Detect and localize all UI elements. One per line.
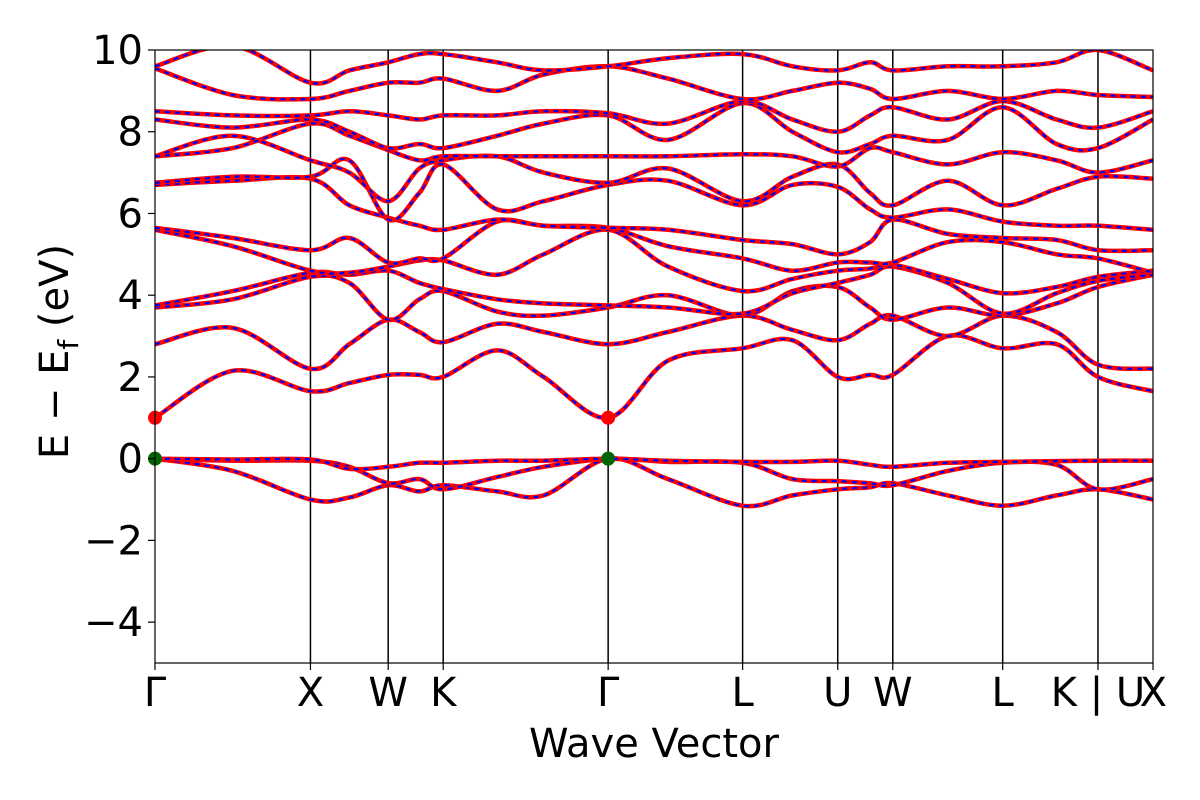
x-tick-label: X (297, 670, 324, 716)
y-tick-label: 10 (92, 28, 143, 74)
y-axis-label-tail: (eV) (32, 244, 78, 340)
x-tick-label: L (992, 670, 1015, 716)
y-tick-label: −4 (84, 600, 143, 646)
band-line-blue-dashed (155, 228, 1153, 295)
band-line-blue-dashed (155, 157, 1153, 231)
y-axis-ticks: −4 −2 0 2 4 6 8 10 (84, 28, 155, 646)
vbm-marker (601, 451, 616, 466)
band-line-blue-dashed (155, 457, 1153, 508)
band-lines (155, 50, 1153, 509)
x-tick-label: Γ (144, 670, 167, 716)
y-tick-label: −2 (84, 518, 143, 564)
band-line-red (155, 98, 1153, 134)
x-axis-label: Wave Vector (529, 721, 780, 767)
y-tick-label: 2 (118, 355, 143, 401)
y-tick-label: 4 (118, 273, 143, 319)
y-axis-label-subscript: f (52, 339, 85, 350)
band-line-blue-dashed (155, 273, 1153, 321)
y-tick-label: 6 (118, 191, 143, 237)
x-tick-label: L (731, 670, 754, 716)
band-line-blue-dashed (155, 50, 1153, 85)
y-tick-label: 0 (118, 437, 143, 483)
band-line-blue-dashed (155, 65, 1153, 101)
x-tick-label: W (873, 670, 913, 716)
y-axis-label-lead: E − E (32, 350, 78, 460)
y-axis-label: E − Ef (eV) (32, 244, 85, 459)
x-tick-label: Γ (597, 670, 620, 716)
band-line-blue-dashed (155, 101, 1153, 154)
band-line-blue-dashed (155, 134, 1153, 207)
band-line-blue-dashed (155, 334, 1153, 419)
cbm-marker (601, 410, 616, 425)
kpoint-vertical-lines (309, 50, 1099, 663)
x-tick-label: K | U (1051, 670, 1145, 716)
x-tick-label: K (430, 670, 458, 716)
x-tick-label: X (1140, 670, 1167, 716)
band-line-red (155, 312, 1153, 372)
plot-frame (154, 49, 1154, 664)
y-tick-label: 8 (118, 110, 143, 156)
band-line-red (155, 174, 1153, 257)
band-line-blue-dashed (155, 122, 1153, 174)
x-tick-label: W (368, 670, 408, 716)
band-line-blue-dashed (155, 218, 1153, 274)
band-line-blue-dashed (155, 457, 1153, 471)
x-tick-label: U (823, 670, 852, 716)
